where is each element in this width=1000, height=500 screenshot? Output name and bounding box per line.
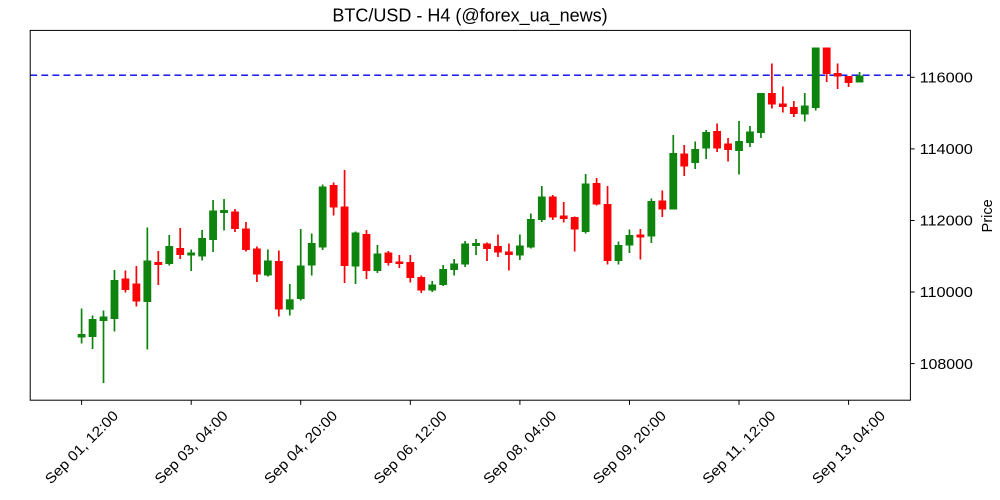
svg-text:BTC/USD - H4 (@forex_ua_news): BTC/USD - H4 (@forex_ua_news) (332, 6, 607, 27)
svg-text:114000: 114000 (920, 142, 973, 158)
svg-text:108000: 108000 (920, 357, 973, 373)
svg-text:110000: 110000 (920, 285, 973, 301)
svg-text:Price: Price (980, 199, 996, 232)
svg-text:112000: 112000 (920, 214, 973, 230)
svg-text:116000: 116000 (920, 71, 973, 87)
